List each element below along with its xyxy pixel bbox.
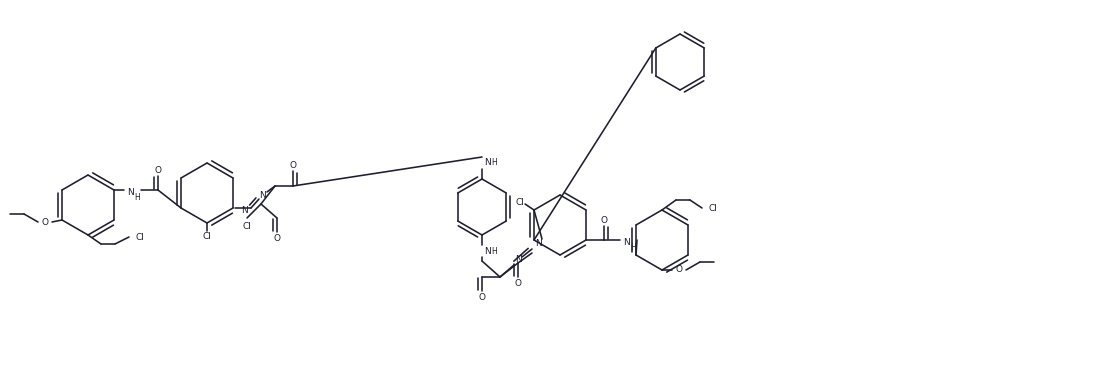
Text: Cl: Cl: [516, 197, 524, 207]
Text: N: N: [514, 255, 521, 263]
Text: H: H: [630, 243, 636, 252]
Text: N: N: [484, 247, 490, 256]
Text: H: H: [491, 247, 497, 256]
Text: N: N: [623, 237, 631, 246]
Text: O: O: [478, 292, 486, 302]
Text: H: H: [491, 158, 497, 167]
Text: N: N: [241, 206, 248, 214]
Text: Cl: Cl: [203, 232, 212, 240]
Text: O: O: [155, 165, 161, 174]
Text: O: O: [290, 161, 296, 170]
Text: O: O: [600, 216, 608, 224]
Text: O: O: [42, 217, 48, 227]
Text: N: N: [484, 158, 490, 167]
Text: N: N: [534, 239, 542, 247]
Text: H: H: [134, 193, 139, 201]
Text: Cl: Cl: [242, 221, 251, 230]
Text: O: O: [514, 279, 521, 288]
Text: Cl: Cl: [136, 233, 145, 242]
Text: O: O: [273, 233, 281, 243]
Text: Cl: Cl: [709, 204, 717, 213]
Text: N: N: [127, 187, 134, 197]
Text: O: O: [676, 266, 682, 275]
Text: N: N: [260, 190, 267, 200]
